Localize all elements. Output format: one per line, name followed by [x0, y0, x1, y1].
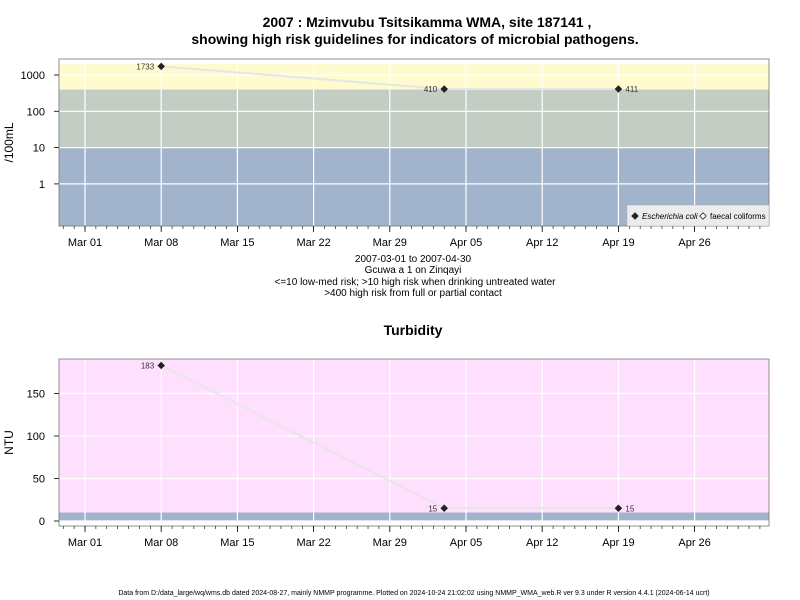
data-point	[157, 62, 165, 71]
data-label: 410	[424, 85, 438, 94]
y-tick-label: 0	[39, 516, 45, 528]
y-tick-label: 1000	[21, 70, 45, 82]
caption-date-range: 2007-03-01 to 2007-04-30	[355, 254, 472, 265]
caption-site: Gcuwa a 1 on Zinqayi	[365, 265, 462, 276]
x-tick-label: Mar 01	[68, 537, 102, 549]
legend: Escherichia coli faecal coliforms	[626, 204, 770, 227]
y-tick-label: 100	[27, 106, 45, 118]
x-tick-label: Mar 15	[220, 537, 254, 549]
data-label: 1733	[136, 62, 154, 71]
x-tick-label: Mar 22	[296, 237, 330, 249]
y-axis-label: NTU	[2, 430, 16, 455]
y-tick-label: 50	[33, 474, 45, 486]
y-tick-label: 100	[27, 431, 45, 443]
microbial-plot: 1 10 100 1000/100mL Mar 01 Mar 08 Mar 15 Mar 22…	[2, 58, 770, 249]
caption-high-risk-contact: >400 high risk from full or partial cont…	[324, 288, 502, 299]
x-tick-label: Apr 05	[450, 237, 482, 249]
risk-band-1	[59, 512, 769, 521]
x-tick-label: Mar 29	[373, 237, 407, 249]
data-label: 411	[625, 85, 638, 94]
turbidity-title: Turbidity	[384, 322, 443, 338]
x-tick-label: Apr 05	[450, 537, 482, 549]
turbidity-plot: 0 50 100 150 NTU Mar 01 Mar 08 Mar 15 Mar 22 Mar …	[2, 358, 770, 549]
x-tick-label: Apr 19	[602, 537, 634, 549]
x-tick-label: Apr 12	[526, 537, 558, 549]
footer-note: Data from D:/data_large/wq/wms.db dated …	[118, 590, 709, 597]
x-tick-label: Apr 19	[602, 237, 634, 249]
x-tick-label: Mar 15	[220, 237, 254, 249]
legend-marker-e-coli	[631, 212, 639, 220]
plot-frame	[58, 58, 770, 227]
chart-title-line-1: 2007 : Mzimvubu Tsitsikamma WMA, site 18…	[263, 14, 592, 30]
plot-frame	[58, 358, 770, 527]
x-tick-label: Mar 01	[68, 237, 102, 249]
data-point	[614, 504, 623, 513]
data-point	[157, 361, 165, 370]
x-tick-label: Apr 26	[678, 537, 710, 549]
data-point	[440, 85, 448, 93]
data-point	[440, 504, 448, 513]
data-label: 183	[141, 361, 155, 370]
y-tick-label: 10	[33, 143, 45, 155]
legend-marker-faecal-coliforms	[699, 212, 707, 220]
legend-label-faecal-coliforms: faecal coliforms	[710, 212, 766, 221]
legend-box	[626, 204, 770, 227]
x-tick-label: Mar 22	[296, 537, 330, 549]
legend-label-e-coli: Escherichia coli	[642, 212, 698, 221]
data-label: 15	[428, 504, 437, 513]
caption-low-med-risk: <=10 low-med risk; >10 high risk when dr…	[275, 277, 557, 288]
x-tick-label: Mar 08	[144, 537, 178, 549]
y-tick-label: 1	[39, 179, 45, 191]
y-axis-label: /100mL	[2, 122, 16, 162]
data-point	[614, 85, 623, 93]
risk-band-2	[59, 89, 769, 148]
data-label: 15	[625, 504, 634, 513]
chart-title-line-2: showing high risk guidelines for indicat…	[191, 31, 638, 47]
x-tick-label: Apr 12	[526, 237, 558, 249]
x-tick-label: Mar 29	[373, 537, 407, 549]
y-tick-label: 150	[27, 389, 45, 401]
x-tick-label: Apr 26	[678, 237, 710, 249]
x-tick-label: Mar 08	[144, 237, 178, 249]
